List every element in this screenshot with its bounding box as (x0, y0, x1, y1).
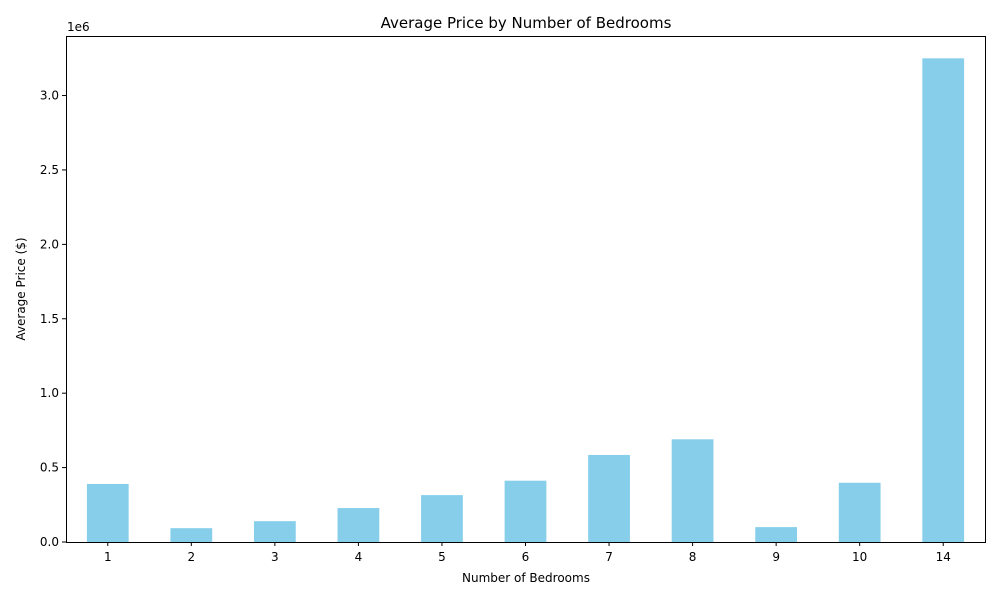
y-tick-label: 0.5 (40, 461, 59, 475)
x-tick-label: 9 (772, 550, 780, 564)
bar-4 (337, 508, 380, 542)
y-tick-label: 2.5 (40, 163, 59, 177)
x-tick-label: 8 (689, 550, 697, 564)
x-axis-title: Number of Bedrooms (462, 571, 590, 585)
bar-10 (838, 482, 881, 542)
bar-9 (755, 527, 798, 542)
bar-2 (170, 528, 213, 542)
x-axis: 1 2 3 4 5 6 7 8 9 10 14 (104, 542, 951, 564)
y-axis-title: Average Price ($) (14, 237, 28, 340)
bar-6 (504, 480, 547, 542)
bar-5 (421, 495, 463, 542)
y-tick-label: 1.5 (40, 312, 59, 326)
y-tick-label: 0.0 (40, 535, 59, 549)
x-tick-label: 4 (355, 550, 363, 564)
x-tick-label: 6 (522, 550, 530, 564)
x-tick-label: 5 (438, 550, 446, 564)
y-tick-label: 1.0 (40, 386, 59, 400)
x-tick-label: 1 (104, 550, 112, 564)
x-tick-label: 2 (187, 550, 195, 564)
bar-8 (671, 439, 714, 542)
chart-title: Average Price by Number of Bedrooms (381, 14, 672, 32)
x-tick-label: 7 (605, 550, 613, 564)
y-axis: 0.0 0.5 1.0 1.5 2.0 2.5 3.0 (40, 89, 66, 549)
y-tick-label: 2.0 (40, 237, 59, 251)
bars-group (86, 58, 965, 543)
plot-frame (66, 36, 986, 543)
x-tick-label: 3 (271, 550, 279, 564)
x-tick-label: 14 (936, 550, 951, 564)
y-tick-label: 3.0 (40, 89, 59, 103)
x-tick-label: 10 (852, 550, 867, 564)
y-scale-label: 1e6 (67, 20, 90, 34)
bar-1 (86, 483, 129, 542)
bar-3 (253, 521, 296, 542)
bar-7 (588, 454, 630, 542)
bar-14 (922, 58, 965, 543)
